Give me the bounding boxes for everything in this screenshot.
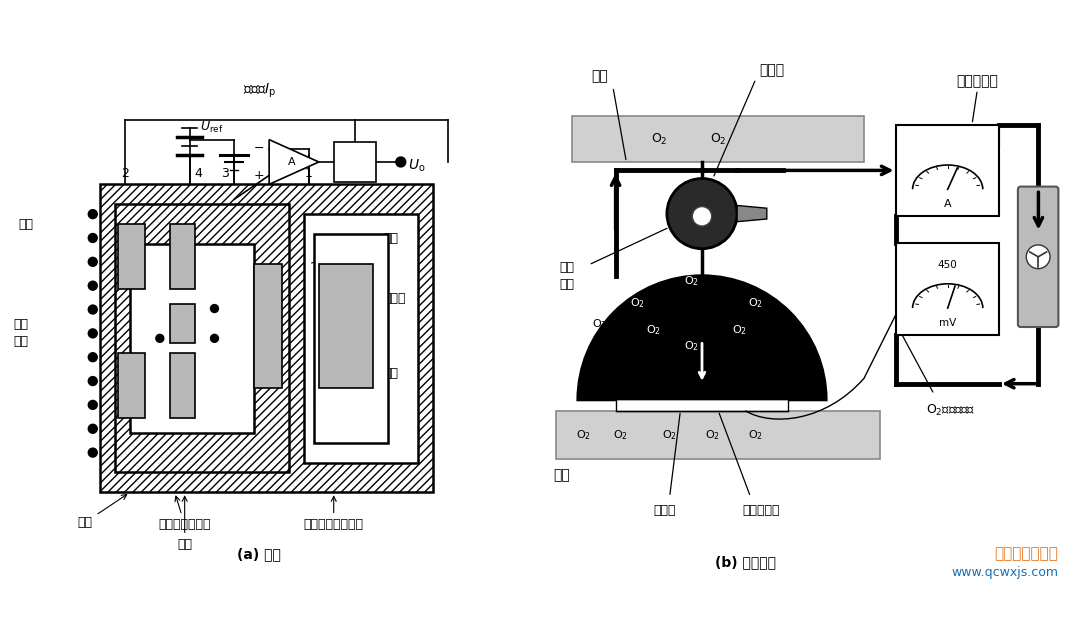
Bar bbox=[334, 142, 376, 182]
Circle shape bbox=[89, 329, 97, 338]
Text: 空气: 空气 bbox=[553, 468, 570, 483]
Text: 尾气: 尾气 bbox=[591, 69, 608, 83]
Text: 扩散
通道: 扩散 通道 bbox=[559, 261, 575, 291]
Text: 单元泵: 单元泵 bbox=[759, 63, 785, 78]
Circle shape bbox=[89, 424, 97, 433]
Circle shape bbox=[89, 233, 97, 243]
Polygon shape bbox=[737, 206, 767, 222]
Bar bbox=[116, 204, 289, 473]
Text: 汽车维修技术网: 汽车维修技术网 bbox=[995, 546, 1058, 561]
Text: A: A bbox=[944, 199, 951, 209]
Text: −: − bbox=[254, 142, 265, 155]
Circle shape bbox=[89, 377, 97, 386]
Circle shape bbox=[667, 179, 737, 249]
Text: O$_2$: O$_2$ bbox=[650, 132, 667, 147]
Text: 泵电流$I_{\mathrm{p}}$: 泵电流$I_{\mathrm{p}}$ bbox=[243, 82, 275, 100]
Bar bbox=[170, 303, 194, 344]
Circle shape bbox=[89, 401, 97, 409]
Text: O$_2$: O$_2$ bbox=[576, 428, 591, 442]
Circle shape bbox=[211, 334, 218, 342]
Text: 尾气: 尾气 bbox=[18, 218, 33, 231]
Circle shape bbox=[211, 305, 218, 312]
Bar bbox=[254, 264, 282, 388]
Bar bbox=[116, 204, 289, 473]
Bar bbox=[170, 224, 194, 288]
Text: 3: 3 bbox=[221, 167, 229, 181]
Text: O$_2$: O$_2$ bbox=[662, 428, 677, 442]
Circle shape bbox=[396, 157, 406, 167]
Text: 二氧化锆泵电池: 二氧化锆泵电池 bbox=[159, 496, 211, 531]
Text: www.qcwxjs.com: www.qcwxjs.com bbox=[951, 566, 1058, 579]
Circle shape bbox=[1026, 245, 1050, 269]
Text: 单元泵电流: 单元泵电流 bbox=[957, 75, 998, 88]
Circle shape bbox=[156, 334, 164, 342]
Circle shape bbox=[89, 257, 97, 266]
Text: 450: 450 bbox=[937, 260, 958, 270]
Text: 阴极: 阴极 bbox=[177, 497, 192, 551]
Circle shape bbox=[89, 281, 97, 290]
Text: +: + bbox=[254, 169, 265, 182]
Text: O$_2$: O$_2$ bbox=[710, 132, 727, 147]
Bar bbox=[118, 224, 145, 288]
Text: 测量室: 测量室 bbox=[653, 504, 675, 517]
Bar bbox=[896, 125, 999, 216]
Text: O$_2$: O$_2$ bbox=[684, 274, 699, 288]
Text: O$_2$: O$_2$ bbox=[684, 339, 699, 353]
Text: 加热器: 加热器 bbox=[316, 292, 406, 323]
Bar bbox=[572, 117, 864, 162]
Text: O$_2$: O$_2$ bbox=[748, 296, 764, 310]
Circle shape bbox=[89, 448, 97, 457]
Bar bbox=[314, 234, 389, 443]
Circle shape bbox=[89, 305, 97, 314]
Text: 4: 4 bbox=[194, 167, 203, 181]
Text: 涂层的极板: 涂层的极板 bbox=[743, 504, 780, 517]
Bar bbox=[100, 184, 433, 492]
Text: $U_{\mathrm{o}}$: $U_{\mathrm{o}}$ bbox=[408, 158, 426, 174]
Text: O$_2$: O$_2$ bbox=[732, 323, 747, 337]
Text: $U_{\mathrm{ref}}$: $U_{\mathrm{ref}}$ bbox=[200, 120, 224, 135]
Bar bbox=[100, 184, 433, 492]
Bar bbox=[896, 243, 999, 335]
Bar bbox=[130, 244, 254, 433]
Text: mV: mV bbox=[940, 319, 956, 328]
Polygon shape bbox=[269, 140, 319, 184]
Text: B: B bbox=[350, 155, 360, 169]
Text: 扩散
小孔: 扩散 小孔 bbox=[13, 319, 28, 349]
Text: 二氧化锆参考电池: 二氧化锆参考电池 bbox=[303, 497, 364, 531]
Bar bbox=[118, 353, 145, 418]
Text: (b) 结构示意: (b) 结构示意 bbox=[715, 555, 775, 569]
Text: 2: 2 bbox=[121, 167, 129, 181]
Text: 1: 1 bbox=[305, 167, 313, 181]
Circle shape bbox=[89, 353, 97, 362]
Text: O$_2$: O$_2$ bbox=[613, 428, 629, 442]
FancyBboxPatch shape bbox=[1017, 187, 1058, 327]
Text: (a) 结构: (a) 结构 bbox=[238, 547, 281, 561]
Text: O$_2$: O$_2$ bbox=[705, 428, 720, 442]
Text: 阳极: 阳极 bbox=[314, 367, 399, 402]
Text: O$_2$: O$_2$ bbox=[748, 428, 764, 442]
Text: 空气: 空气 bbox=[311, 233, 399, 263]
Bar bbox=[303, 214, 418, 463]
Text: O$_2$传感器信号: O$_2$传感器信号 bbox=[926, 403, 975, 418]
Circle shape bbox=[692, 206, 712, 226]
Bar bbox=[319, 264, 374, 388]
Bar bbox=[556, 411, 880, 460]
Text: O$_2$: O$_2$ bbox=[592, 317, 607, 331]
Text: O$_2$: O$_2$ bbox=[646, 323, 661, 337]
Text: O$_2$: O$_2$ bbox=[630, 296, 645, 310]
Bar bbox=[170, 353, 194, 418]
Circle shape bbox=[89, 209, 97, 219]
Bar bbox=[616, 399, 788, 411]
Wedge shape bbox=[578, 276, 826, 400]
Text: A: A bbox=[287, 157, 295, 167]
Text: 阳极: 阳极 bbox=[78, 495, 126, 529]
